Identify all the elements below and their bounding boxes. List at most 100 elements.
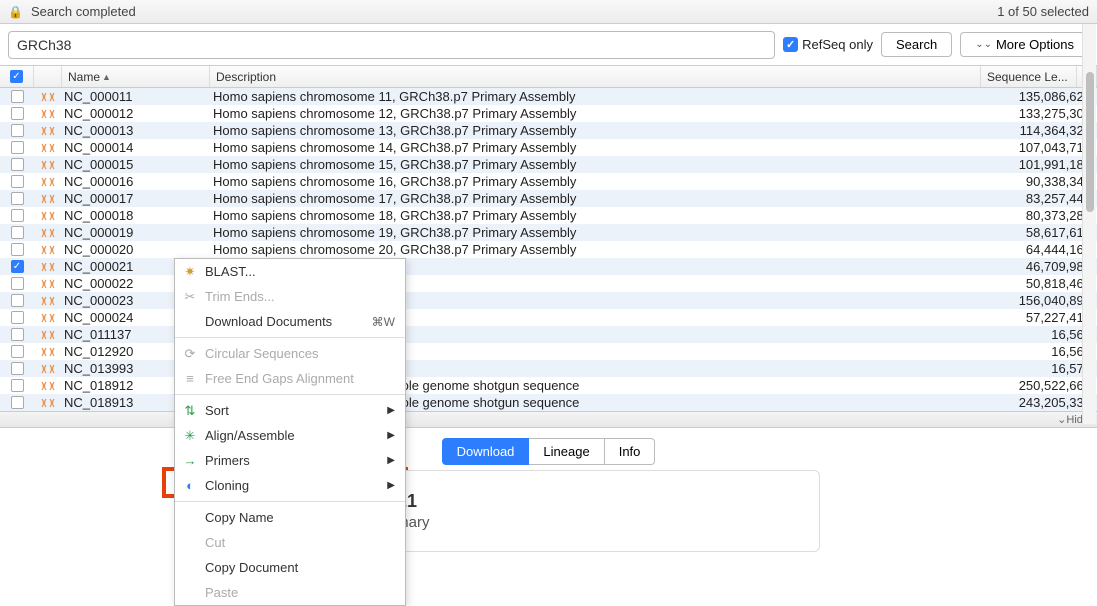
row-description: Homo sapiens chromosome 11, GRCh38.p7 Pr… [211,89,989,104]
table-row[interactable]: NC_000016Homo sapiens chromosome 16, GRC… [0,173,1097,190]
row-description: Homo sapiens chromosome 18, GRCh38.p7 Pr… [211,208,989,223]
table-body: NC_000011Homo sapiens chromosome 11, GRC… [0,88,1097,411]
row-checkbox[interactable] [0,345,34,358]
dna-icon [34,346,62,358]
header-description[interactable]: Description [210,66,981,87]
row-name: NC_000015 [62,157,211,172]
circular-icon: ⟳ [181,346,199,362]
header-sequence[interactable]: Sequence Le... [981,66,1077,87]
download-button[interactable]: Download [442,438,530,465]
row-checkbox[interactable] [0,107,34,120]
search-input[interactable] [17,37,766,53]
table-row[interactable]: NC_012920mplete genome16,569 [0,343,1097,360]
more-options-button[interactable]: ⌄⌄ More Options [960,32,1089,57]
summary-title: 000021 [357,491,793,512]
hide-bar[interactable]: ⌄Hide [0,411,1097,428]
refseq-checkbox[interactable]: ✓ RefSeq only [783,37,873,52]
header-name[interactable]: Name ▲ [62,66,210,87]
menu-copy-name[interactable]: Copy Name [175,505,405,530]
checkbox-icon [11,379,24,392]
menu-sort[interactable]: ⇅ Sort ▶ [175,398,405,423]
selection-text: 1 of 50 selected [997,4,1089,19]
row-checkbox[interactable] [0,141,34,154]
table-row[interactable]: NC_000017Homo sapiens chromosome 17, GRC… [0,190,1097,207]
align-icon: ≡ [181,371,199,386]
menu-cloning[interactable]: ◐ Cloning ▶ [175,473,405,498]
table-row[interactable]: NC_011137mitochondrion, complete genome1… [0,326,1097,343]
row-checkbox[interactable] [0,209,34,222]
table-row[interactable]: NC_000014Homo sapiens chromosome 14, GRC… [0,139,1097,156]
row-checkbox[interactable] [0,158,34,171]
row-checkbox[interactable] [0,328,34,341]
table-row[interactable]: NC_000020Homo sapiens chromosome 20, GRC… [0,241,1097,258]
row-checkbox[interactable] [0,294,34,307]
row-checkbox[interactable] [0,175,34,188]
row-checkbox[interactable] [0,396,34,409]
table-row[interactable]: NC_018913ternate assembly CHM1_1.1, whol… [0,394,1097,411]
menu-align[interactable]: ✳ Align/Assemble ▶ [175,423,405,448]
table-row[interactable]: NC_000012Homo sapiens chromosome 12, GRC… [0,105,1097,122]
search-input-wrap[interactable] [8,31,775,59]
row-sequence-length: 46,709,983 [989,259,1097,274]
row-sequence-length: 133,275,309 [989,106,1097,121]
search-button[interactable]: Search [881,32,952,57]
dna-icon [34,142,62,154]
table-row[interactable]: NC_000022GRCh38.p7 Primary Assembly50,81… [0,275,1097,292]
row-description: Homo sapiens chromosome 15, GRCh38.p7 Pr… [211,157,989,172]
row-checkbox[interactable] [0,226,34,239]
menu-copy-doc[interactable]: Copy Document [175,555,405,580]
row-description: Homo sapiens chromosome 13, GRCh38.p7 Pr… [211,123,989,138]
dna-icon [34,244,62,256]
menu-paste: Paste [175,580,405,605]
menu-separator [175,501,405,502]
checkbox-icon [11,277,24,290]
check-icon: ✓ [11,260,24,273]
checkbox-icon [11,209,24,222]
row-description: Homo sapiens chromosome 17, GRCh38.p7 Pr… [211,191,989,206]
row-sequence-length: 50,818,468 [989,276,1097,291]
row-checkbox[interactable] [0,124,34,137]
row-checkbox[interactable] [0,90,34,103]
context-menu: ✷ BLAST... ✂ Trim Ends... Download Docum… [174,258,406,606]
table-row[interactable]: ✓NC_000021GRCh38.p7 Primary Assembly46,7… [0,258,1097,275]
table-header: ✓ Name ▲ Description Sequence Le... ▸ [0,66,1097,88]
row-checkbox[interactable] [0,379,34,392]
row-description: Homo sapiens chromosome 14, GRCh38.p7 Pr… [211,140,989,155]
blast-icon: ✷ [181,264,199,280]
row-checkbox[interactable]: ✓ [0,260,34,273]
table-row[interactable]: NC_000024GRCh38.p7 Primary Assembly57,22… [0,309,1097,326]
table-row[interactable]: NC_000013Homo sapiens chromosome 13, GRC… [0,122,1097,139]
row-checkbox[interactable] [0,277,34,290]
row-checkbox[interactable] [0,311,34,324]
info-button[interactable]: Info [605,438,656,465]
scrollbar-thumb[interactable] [1086,72,1094,212]
menu-download-docs[interactable]: Download Documents ⌘W [175,309,405,334]
top-bar: 🔒 Search completed 1 of 50 selected [0,0,1097,24]
checkbox-icon [11,243,24,256]
row-sequence-length: 101,991,189 [989,157,1097,172]
table-row[interactable]: NC_000019Homo sapiens chromosome 19, GRC… [0,224,1097,241]
table-row[interactable]: NC_013993mplete genome16,570 [0,360,1097,377]
table-row[interactable]: NC_000015Homo sapiens chromosome 15, GRC… [0,156,1097,173]
action-buttons: Download Lineage Info [0,438,1097,465]
table-row[interactable]: NC_000011Homo sapiens chromosome 11, GRC… [0,88,1097,105]
row-sequence-length: 16,565 [989,327,1097,342]
row-sequence-length: 83,257,441 [989,191,1097,206]
table-row[interactable]: NC_018912ternate assembly CHM1_1.1, whol… [0,377,1097,394]
row-name: NC_000018 [62,208,211,223]
row-checkbox[interactable] [0,243,34,256]
menu-circular: ⟳ Circular Sequences [175,341,405,366]
header-checkbox[interactable]: ✓ [0,66,34,87]
table-row[interactable]: NC_000018Homo sapiens chromosome 18, GRC… [0,207,1097,224]
table-row[interactable]: NC_000023GRCh38.p7 Primary Assembly156,0… [0,292,1097,309]
menu-primers[interactable]: → Primers ▶ [175,448,405,473]
row-name: NC_000014 [62,140,211,155]
checkbox-icon [11,90,24,103]
row-checkbox[interactable] [0,362,34,375]
scrollbar-track[interactable] [1082,24,1096,424]
row-checkbox[interactable] [0,192,34,205]
lineage-button[interactable]: Lineage [529,438,604,465]
row-description: Homo sapiens chromosome 19, GRCh38.p7 Pr… [211,225,989,240]
menu-blast[interactable]: ✷ BLAST... [175,259,405,284]
row-description: Homo sapiens chromosome 16, GRCh38.p7 Pr… [211,174,989,189]
